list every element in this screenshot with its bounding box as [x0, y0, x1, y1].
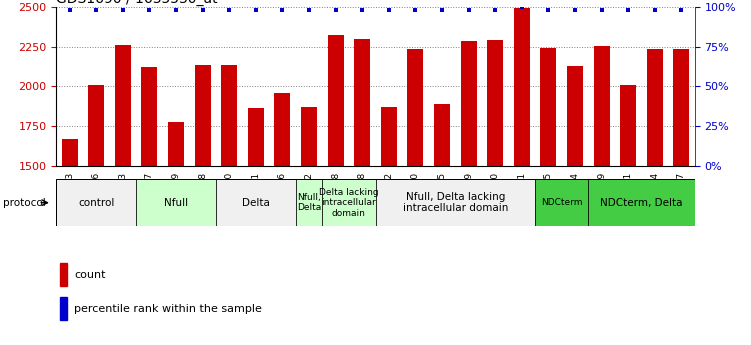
Point [197, 7, 209, 13]
Bar [674, 49, 689, 345]
Point [463, 7, 475, 13]
Point [409, 7, 421, 13]
Point [90, 7, 102, 13]
Bar [59, 297, 68, 320]
Bar [56, 179, 136, 226]
Bar [168, 122, 184, 345]
Bar [296, 179, 322, 226]
Bar [514, 9, 529, 345]
Bar [322, 179, 376, 226]
Text: protocol: protocol [3, 198, 46, 208]
Text: GDS1690 / 1635530_at: GDS1690 / 1635530_at [56, 0, 218, 6]
Text: NDCterm: NDCterm [541, 198, 583, 207]
Point [223, 7, 235, 13]
Bar [62, 139, 77, 345]
Point [569, 7, 581, 13]
Bar [487, 40, 503, 345]
Point [675, 7, 687, 13]
Bar [216, 179, 296, 226]
Bar [376, 179, 535, 226]
Point [436, 7, 448, 13]
Text: Delta lacking
intracellular
domain: Delta lacking intracellular domain [319, 188, 379, 218]
Point [117, 7, 129, 13]
Text: count: count [74, 270, 105, 279]
Bar [541, 48, 556, 345]
Point [250, 7, 262, 13]
Bar [434, 104, 450, 345]
Bar [567, 66, 583, 345]
Text: NDCterm, Delta: NDCterm, Delta [600, 198, 683, 208]
Bar [593, 46, 610, 345]
Point [622, 7, 634, 13]
Bar [408, 49, 424, 345]
Text: percentile rank within the sample: percentile rank within the sample [74, 304, 262, 314]
Bar [535, 179, 588, 226]
Point [170, 7, 182, 13]
Point [143, 7, 155, 13]
Point [64, 7, 76, 13]
Point [596, 7, 608, 13]
Bar [588, 179, 695, 226]
Point [383, 7, 395, 13]
Bar [248, 108, 264, 345]
Bar [620, 85, 636, 345]
Bar [647, 49, 663, 345]
Text: Nfull, Delta lacking
intracellular domain: Nfull, Delta lacking intracellular domai… [403, 192, 508, 214]
Point [276, 7, 288, 13]
Bar [381, 107, 397, 345]
Bar [59, 263, 68, 286]
Bar [460, 41, 477, 345]
Bar [301, 107, 317, 345]
Point [516, 4, 528, 10]
Point [489, 7, 501, 13]
Point [303, 7, 315, 13]
Point [649, 7, 661, 13]
Bar [136, 179, 216, 226]
Bar [354, 39, 370, 345]
Bar [141, 67, 158, 345]
Point [330, 7, 342, 13]
Point [542, 7, 554, 13]
Bar [222, 65, 237, 345]
Bar [115, 45, 131, 345]
Bar [89, 86, 104, 345]
Point [356, 7, 368, 13]
Text: Delta: Delta [242, 198, 270, 208]
Text: Nfull: Nfull [164, 198, 188, 208]
Text: control: control [78, 198, 114, 208]
Text: Nfull,
Delta: Nfull, Delta [297, 193, 321, 213]
Bar [195, 65, 210, 345]
Bar [327, 36, 344, 345]
Bar [274, 92, 291, 345]
